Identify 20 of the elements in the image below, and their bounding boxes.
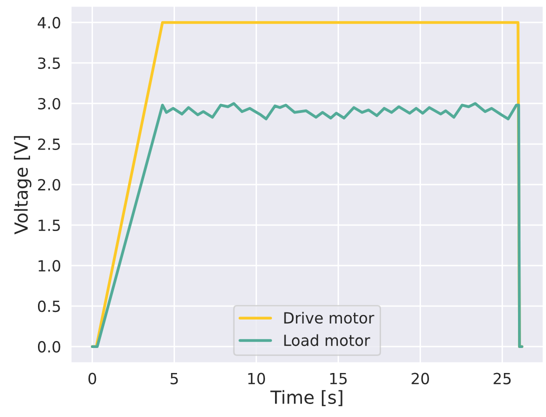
y-tick-label: 3.0 [38,98,60,110]
y-axis-title: Voltage [V] [14,136,32,234]
x-tick-label: 25 [494,372,511,384]
line-series [90,102,524,348]
y-tick-label: 1.0 [38,260,60,272]
y-tick-label: 1.5 [38,220,60,232]
y-tick-label: 2.5 [38,138,60,150]
y-tick-label: 0.5 [38,300,60,312]
x-tick-label: 5 [170,372,178,384]
y-tick-label: 3.5 [38,57,60,69]
x-axis-title: Time [s] [270,390,342,406]
x-tick-label: 15 [330,372,347,384]
legend-label: Drive motor [284,312,374,324]
x-tick-label: 0 [88,372,96,384]
y-tick-label: 2.0 [38,178,60,191]
legend-label: Load motor [284,334,370,346]
x-tick-label: 10 [248,372,265,384]
x-tick-label: 20 [412,372,429,384]
y-tick-label: 4.0 [38,16,60,28]
y-tick-label: 0.0 [38,341,60,353]
